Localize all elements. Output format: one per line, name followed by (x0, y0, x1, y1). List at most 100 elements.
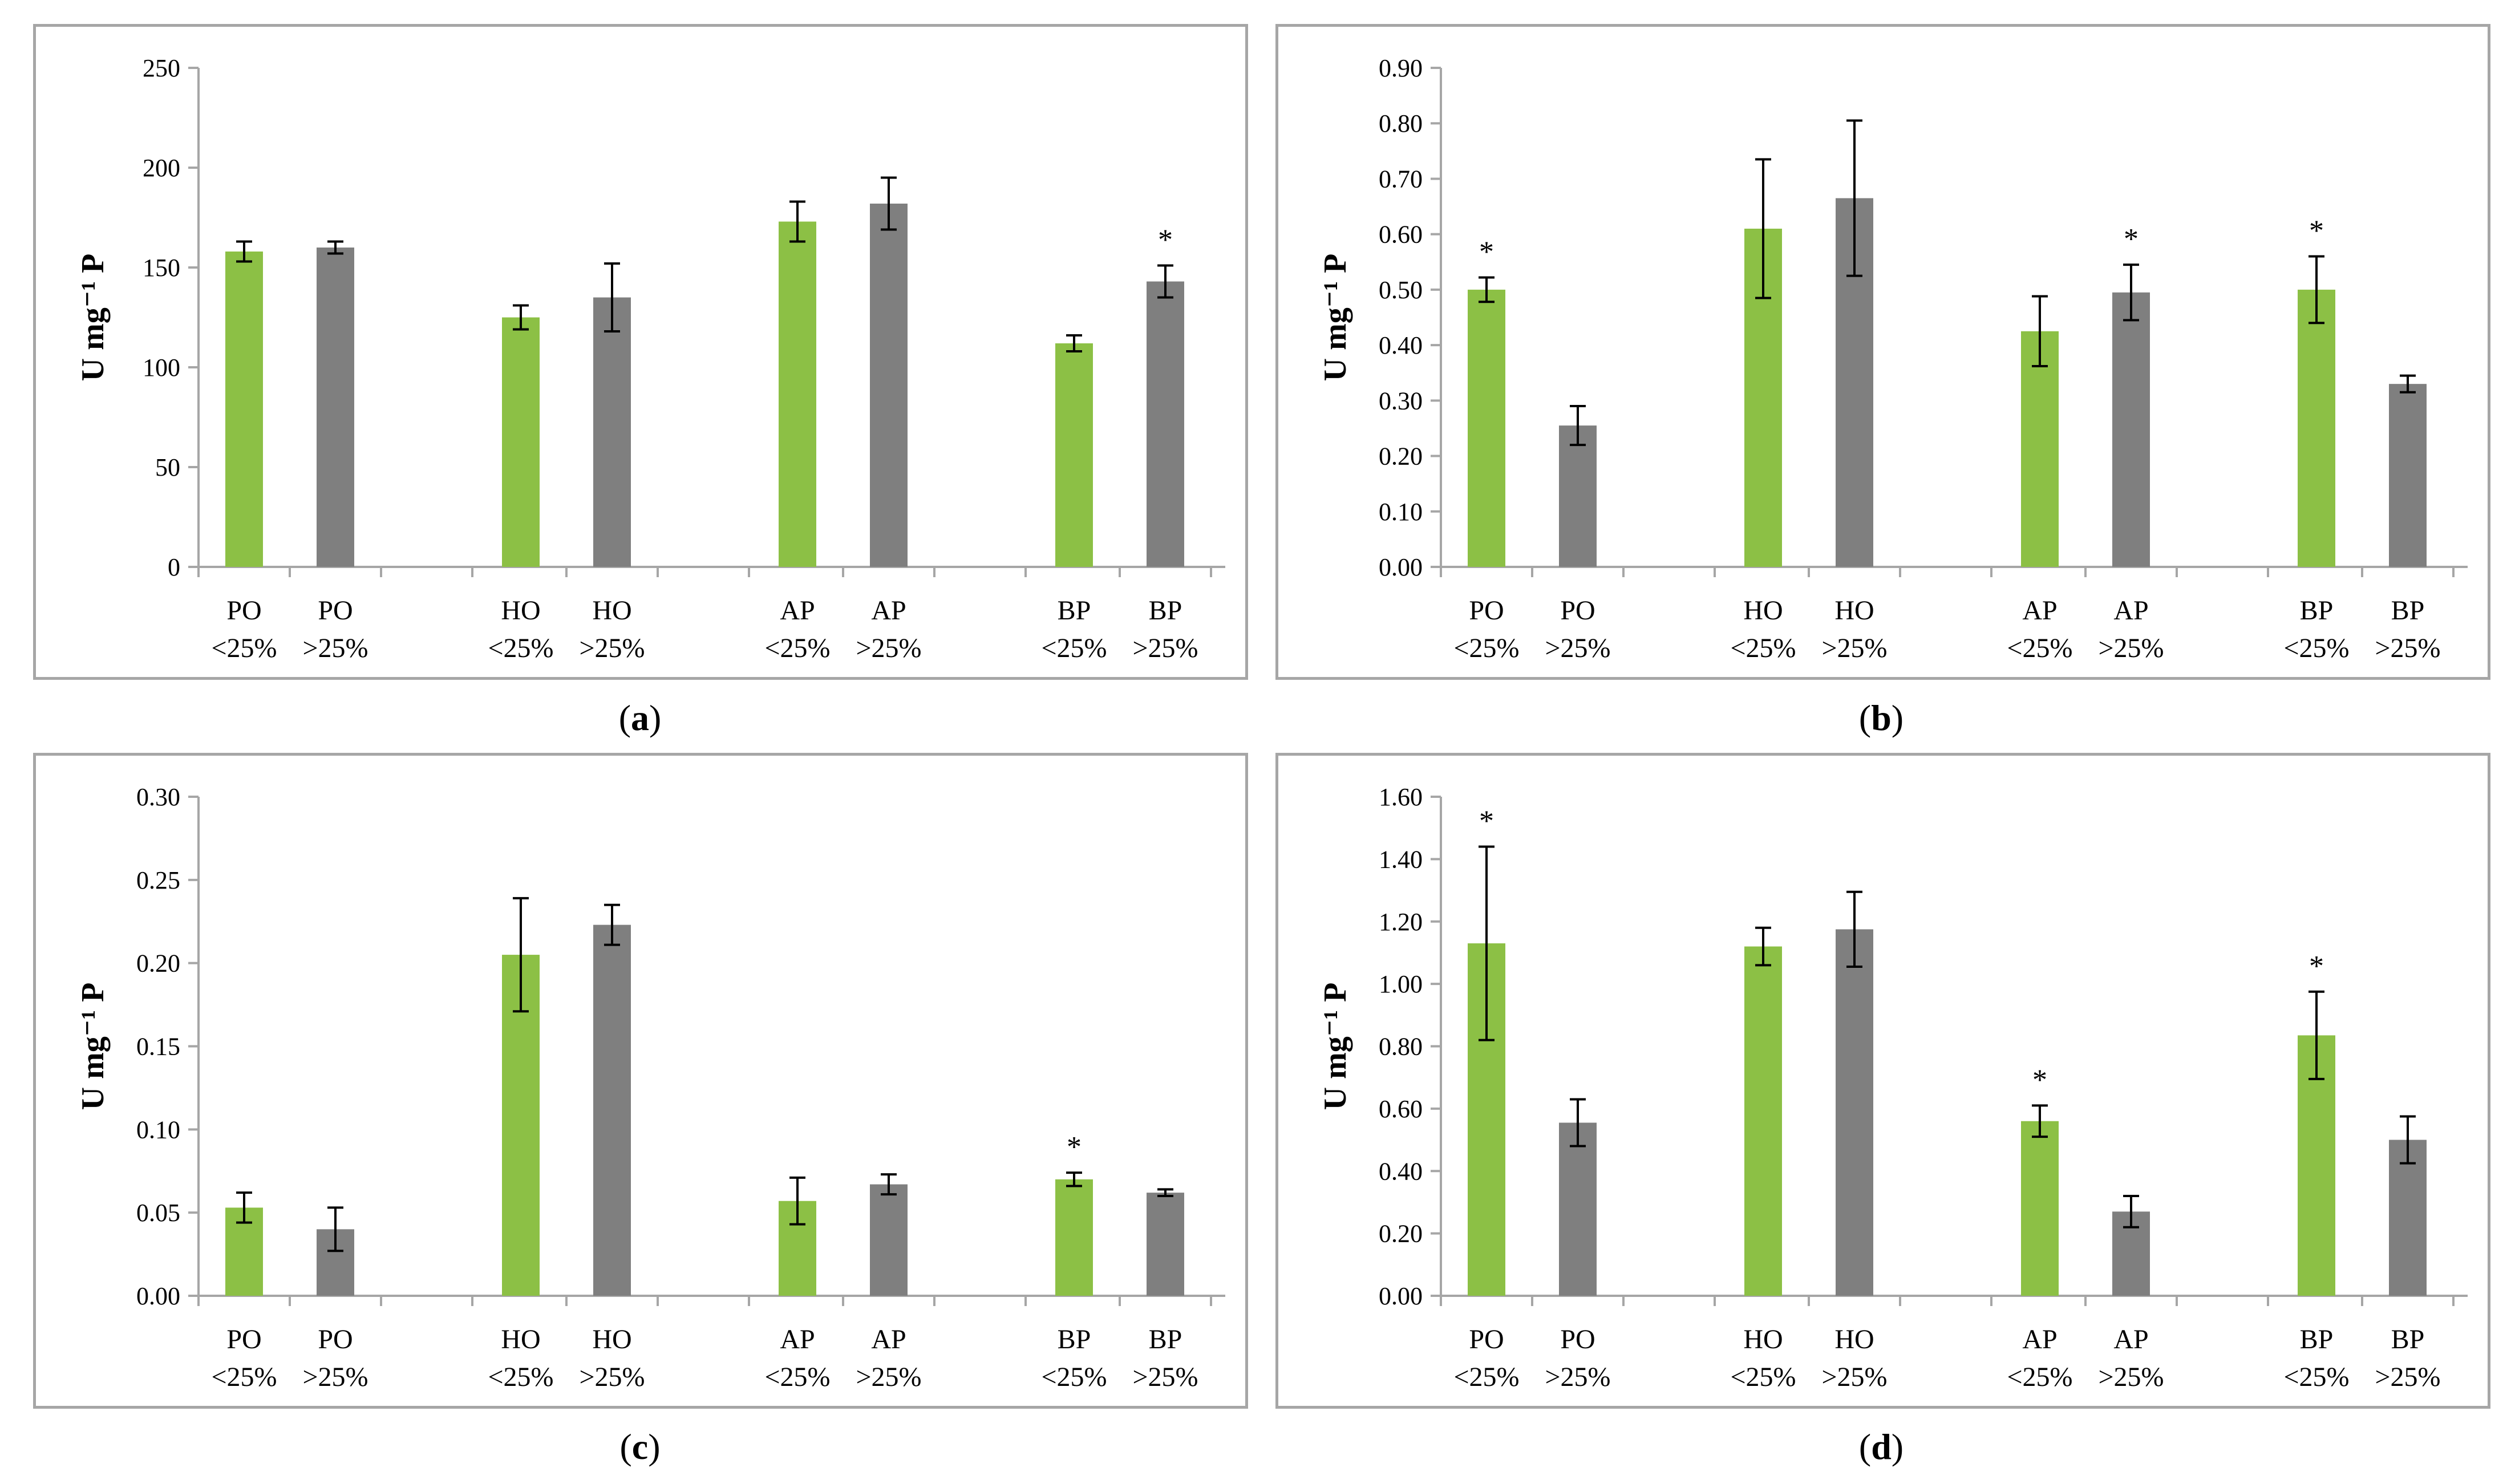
y-tick-label: 0.10 (1379, 498, 1423, 526)
x-tick-label-threshold: <25% (2007, 1362, 2072, 1392)
x-tick-label-threshold: >25% (2098, 1362, 2164, 1392)
y-tick-label: 1.60 (1379, 783, 1423, 811)
x-tick-label-group: BP (1058, 1324, 1091, 1355)
x-tick-label-group: PO (1560, 595, 1595, 626)
y-tick-label: 1.40 (1379, 845, 1423, 873)
y-tick-label: 0.00 (1379, 553, 1423, 581)
x-tick-label-group: BP (2391, 595, 2425, 626)
y-tick-label: 0.05 (136, 1199, 180, 1227)
chart-panel-c: 0.00 0.05 0.10 0.15 0.20 0.25 0.30 U mg⁻¹ P PO <2… (33, 753, 1248, 1409)
x-tick-label-group: HO (501, 1324, 540, 1355)
x-tick-label-threshold: <25% (488, 633, 553, 663)
x-tick-label-group: HO (1743, 595, 1783, 626)
x-tick-label-threshold: <25% (1730, 1362, 1796, 1392)
x-tick-label-threshold: >25% (1132, 633, 1198, 663)
x-tick-label-group: AP (2113, 1324, 2148, 1355)
x-tick-label-group: PO (1469, 595, 1504, 626)
x-tick-label-group: PO (1560, 1324, 1595, 1355)
y-tick-label: 0.60 (1379, 221, 1423, 249)
x-tick-label-threshold: <25% (211, 633, 277, 663)
significance-star: * (1067, 1131, 1082, 1163)
x-tick-label-threshold: >25% (2098, 633, 2164, 663)
x-tick-label-group: PO (1469, 1324, 1504, 1355)
y-tick-label: 0.50 (1379, 276, 1423, 304)
y-tick-label: 0.80 (1379, 110, 1423, 137)
bar (1147, 281, 1184, 567)
x-tick-label-threshold: <25% (764, 1362, 830, 1392)
y-tick-label: 0.15 (136, 1033, 180, 1061)
x-tick-label-group: PO (318, 595, 353, 626)
bar (2021, 331, 2059, 567)
x-tick-label-group: BP (2300, 1324, 2334, 1355)
bar (2021, 1121, 2059, 1296)
x-tick-label-threshold: >25% (1821, 1362, 1887, 1392)
y-tick-label: 0.40 (1379, 1157, 1423, 1185)
bar (1468, 289, 1505, 567)
bar (225, 252, 263, 567)
x-tick-label-threshold: <25% (2007, 633, 2072, 663)
y-tick-label: 150 (143, 254, 180, 282)
x-tick-label-group: BP (1149, 595, 1182, 626)
x-tick-label-threshold: <25% (1041, 1362, 1107, 1392)
x-tick-label-threshold: <25% (1453, 633, 1519, 663)
x-tick-label-group: HO (592, 1324, 631, 1355)
caption-c: (c) (619, 1426, 661, 1467)
significance-star: * (1479, 805, 1494, 838)
y-axis-label: U mg⁻¹ P (1318, 254, 1353, 382)
y-tick-label: 0.30 (136, 783, 180, 811)
x-tick-label-threshold: <25% (488, 1362, 553, 1392)
x-tick-label-group: AP (871, 595, 906, 626)
x-tick-label-threshold: <25% (211, 1362, 277, 1392)
caption-b: (b) (1858, 698, 1904, 738)
y-tick-label: 0.90 (1379, 54, 1423, 82)
x-tick-label-group: AP (2113, 595, 2148, 626)
significance-star: * (2309, 950, 2324, 983)
x-tick-label-threshold: <25% (2283, 633, 2349, 663)
x-tick-label-threshold: <25% (1453, 1362, 1519, 1392)
y-tick-label: 250 (143, 54, 180, 82)
significance-star: * (2032, 1064, 2047, 1096)
x-tick-label-threshold: >25% (302, 1362, 368, 1392)
x-tick-label-group: PO (226, 595, 261, 626)
chart-panel-d: 0.00 0.20 0.40 0.60 0.80 1.00 1.20 1.40 1.60 U mg… (1275, 753, 2490, 1409)
x-tick-label-group: AP (780, 1324, 815, 1355)
bar (870, 204, 908, 567)
bar (2298, 289, 2335, 567)
x-tick-label-threshold: <25% (764, 633, 830, 663)
bar (593, 925, 631, 1296)
bar (1744, 946, 1782, 1296)
x-tick-label-group: BP (1058, 595, 1091, 626)
bar (1559, 1122, 1597, 1296)
x-tick-label-threshold: >25% (579, 1362, 645, 1392)
significance-star: * (2124, 223, 2139, 256)
x-tick-label-group: HO (1834, 595, 1874, 626)
y-tick-label: 0.40 (1379, 331, 1423, 359)
bar (502, 317, 540, 567)
y-tick-label: 0.60 (1379, 1095, 1423, 1123)
bar (1147, 1193, 1184, 1296)
x-tick-label-group: HO (501, 595, 540, 626)
y-tick-label: 0.00 (136, 1282, 180, 1310)
y-tick-label: 0.30 (1379, 387, 1423, 415)
significance-star: * (2309, 215, 2324, 248)
bar-chart-d: 0.00 0.20 0.40 0.60 0.80 1.00 1.20 1.40 1.60 U mg… (1318, 783, 2468, 1392)
x-tick-label-threshold: >25% (2375, 1362, 2440, 1392)
bar (2389, 1140, 2427, 1296)
x-tick-label-group: AP (2022, 1324, 2057, 1355)
bar-chart-a: 0 50 100 150 200 250 U mg⁻¹ P PO <25% PO >25% HO <25… (75, 54, 1225, 663)
y-tick-label: 0.80 (1379, 1033, 1423, 1061)
bar-chart-c: 0.00 0.05 0.10 0.15 0.20 0.25 0.30 U mg⁻¹ P PO <2… (75, 783, 1225, 1392)
bar (593, 297, 631, 567)
caption-a: (a) (618, 698, 662, 738)
x-tick-label-threshold: >25% (856, 1362, 921, 1392)
chart-panel-b: 0.00 0.10 0.20 0.30 0.40 0.50 0.60 0.70 0.80 0.90… (1275, 24, 2490, 680)
chart-panel-a: 0 50 100 150 200 250 U mg⁻¹ P PO <25% PO >25% HO <25… (33, 24, 1248, 680)
bar (779, 221, 816, 567)
y-tick-label: 0.10 (136, 1116, 180, 1144)
x-tick-label-threshold: >25% (1545, 633, 1610, 663)
y-tick-label: 0.20 (136, 950, 180, 978)
y-tick-label: 0.25 (136, 866, 180, 894)
x-tick-label-group: HO (1743, 1324, 1783, 1355)
x-tick-label-threshold: >25% (302, 633, 368, 663)
significance-star: * (1158, 224, 1173, 257)
